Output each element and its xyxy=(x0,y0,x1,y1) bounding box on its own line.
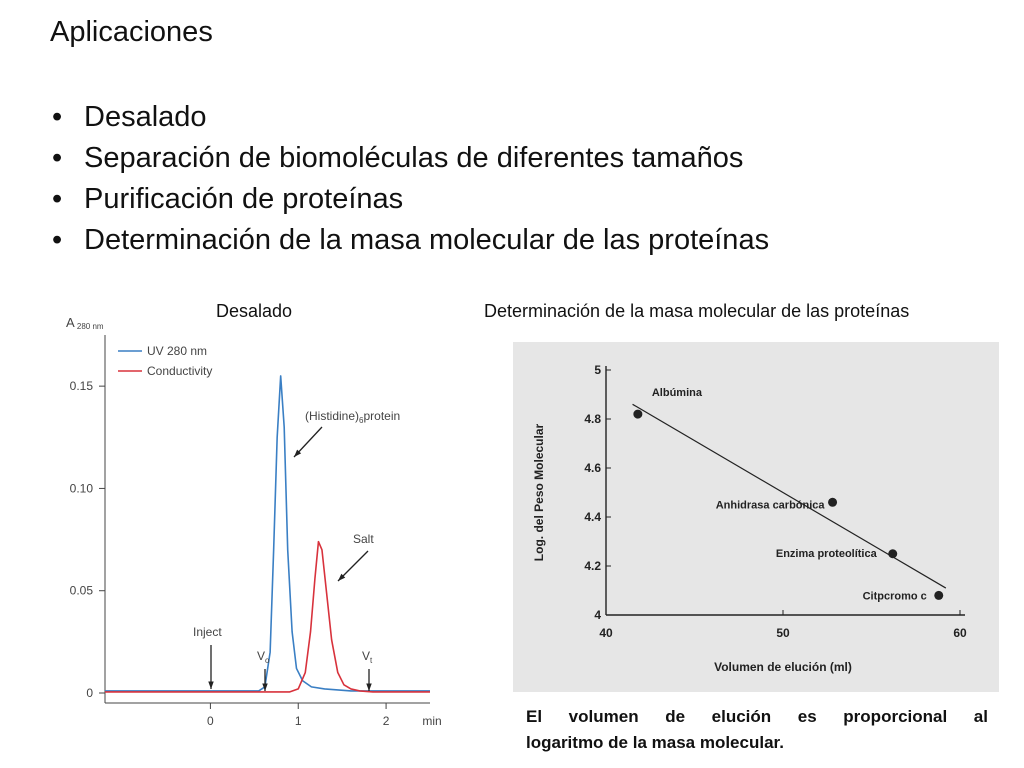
x-tick-label: 0 xyxy=(207,714,214,728)
bullet-item: • Determinación de la masa molecular de l… xyxy=(50,220,769,261)
x-tick-label: 50 xyxy=(776,626,790,640)
salt-peak-label: Salt xyxy=(353,532,374,546)
conclusion-note: El volumen de elución es proporcional al… xyxy=(526,704,988,756)
bullet-text: Purificación de proteínas xyxy=(84,183,404,215)
bullet-text: Desalado xyxy=(84,101,207,133)
inject-label: Inject xyxy=(193,625,222,639)
data-point xyxy=(934,590,944,600)
x-tick-label: 40 xyxy=(599,626,613,640)
annotation-arrowhead xyxy=(366,683,372,691)
bullet-item: • Purificación de proteínas xyxy=(50,179,769,220)
y-axis-label: A 280 nm xyxy=(66,315,104,331)
conclusion-line-1: El volumen de elución es proporcional al xyxy=(526,707,988,726)
protein-peak-label: (Histidine)6protein xyxy=(305,409,400,425)
data-point xyxy=(633,409,643,419)
y-tick-label: 5 xyxy=(594,363,601,377)
y-tick-label: 4.2 xyxy=(584,559,601,573)
bullet-item: • Desalado xyxy=(50,97,769,138)
x-tick-label: 1 xyxy=(295,714,302,728)
y-axis-label: Log. del Peso Molecular xyxy=(532,423,546,561)
bullet-icon: • xyxy=(52,183,63,215)
annotation-arrowhead xyxy=(262,683,268,691)
legend-label: Conductivity xyxy=(147,364,212,378)
chromatogram-chart: 0 0.05 0.10 0.15 0 1 2 min A 280 nm UV 280 nm Cond… xyxy=(66,315,442,728)
bullet-item: • Separación de biomoléculas de diferente… xyxy=(50,138,769,179)
x-tick-label: 60 xyxy=(953,626,967,640)
data-point xyxy=(888,549,898,559)
legend-label: UV 280 nm xyxy=(147,344,207,358)
bullet-text: Determinación de la masa molecular de la… xyxy=(84,224,770,256)
y-tick-label: 4.4 xyxy=(584,510,601,524)
annotation-arrowhead xyxy=(208,681,214,689)
bullet-list: • Desalado • Separación de biomoléculas de… xyxy=(50,97,769,261)
annotation-arrowhead xyxy=(294,449,302,457)
y-tick-label: 4.8 xyxy=(584,412,601,426)
y-tick-label: 0.05 xyxy=(70,584,94,598)
y-tick-label: 4 xyxy=(594,608,601,622)
data-point-label: Enzima proteolítica xyxy=(776,548,878,560)
chart-background xyxy=(513,342,999,692)
bullet-icon: • xyxy=(52,224,63,256)
y-tick-label: 4.6 xyxy=(584,461,601,475)
desalting-caption: Desalado xyxy=(216,301,293,321)
x-axis-label: min xyxy=(422,714,441,728)
x-axis-label: Volumen de elución (ml) xyxy=(714,660,852,674)
data-point xyxy=(828,497,838,507)
data-point-label: Albúmina xyxy=(652,387,703,399)
x-tick-label: 2 xyxy=(383,714,390,728)
data-point-label: Anhidrasa carbónica xyxy=(716,499,826,511)
bullet-text: Separación de biomoléculas de diferentes… xyxy=(84,142,744,174)
annotation-arrowhead xyxy=(338,573,346,581)
conclusion-line-2: logaritmo de la masa molecular. xyxy=(526,733,784,752)
total-volume-label: Vt xyxy=(362,649,373,665)
y-tick-label: 0 xyxy=(86,686,93,700)
y-tick-label: 0.10 xyxy=(70,481,94,495)
molecular-mass-caption: Determinación de la masa molecular de la… xyxy=(484,301,910,321)
bullet-icon: • xyxy=(52,142,63,174)
series-line xyxy=(105,375,430,692)
data-point-label: Citpcromo c xyxy=(863,590,927,602)
void-volume-label: Vo xyxy=(257,649,270,665)
molecular-mass-chart: 4 4.2 4.4 4.6 4.8 5 40 50 60 Volumen de elución (… xyxy=(513,342,999,692)
bullet-icon: • xyxy=(52,101,63,133)
y-tick-label: 0.15 xyxy=(70,379,94,393)
series-line xyxy=(105,540,430,693)
slide-title: Aplicaciones xyxy=(50,16,213,48)
